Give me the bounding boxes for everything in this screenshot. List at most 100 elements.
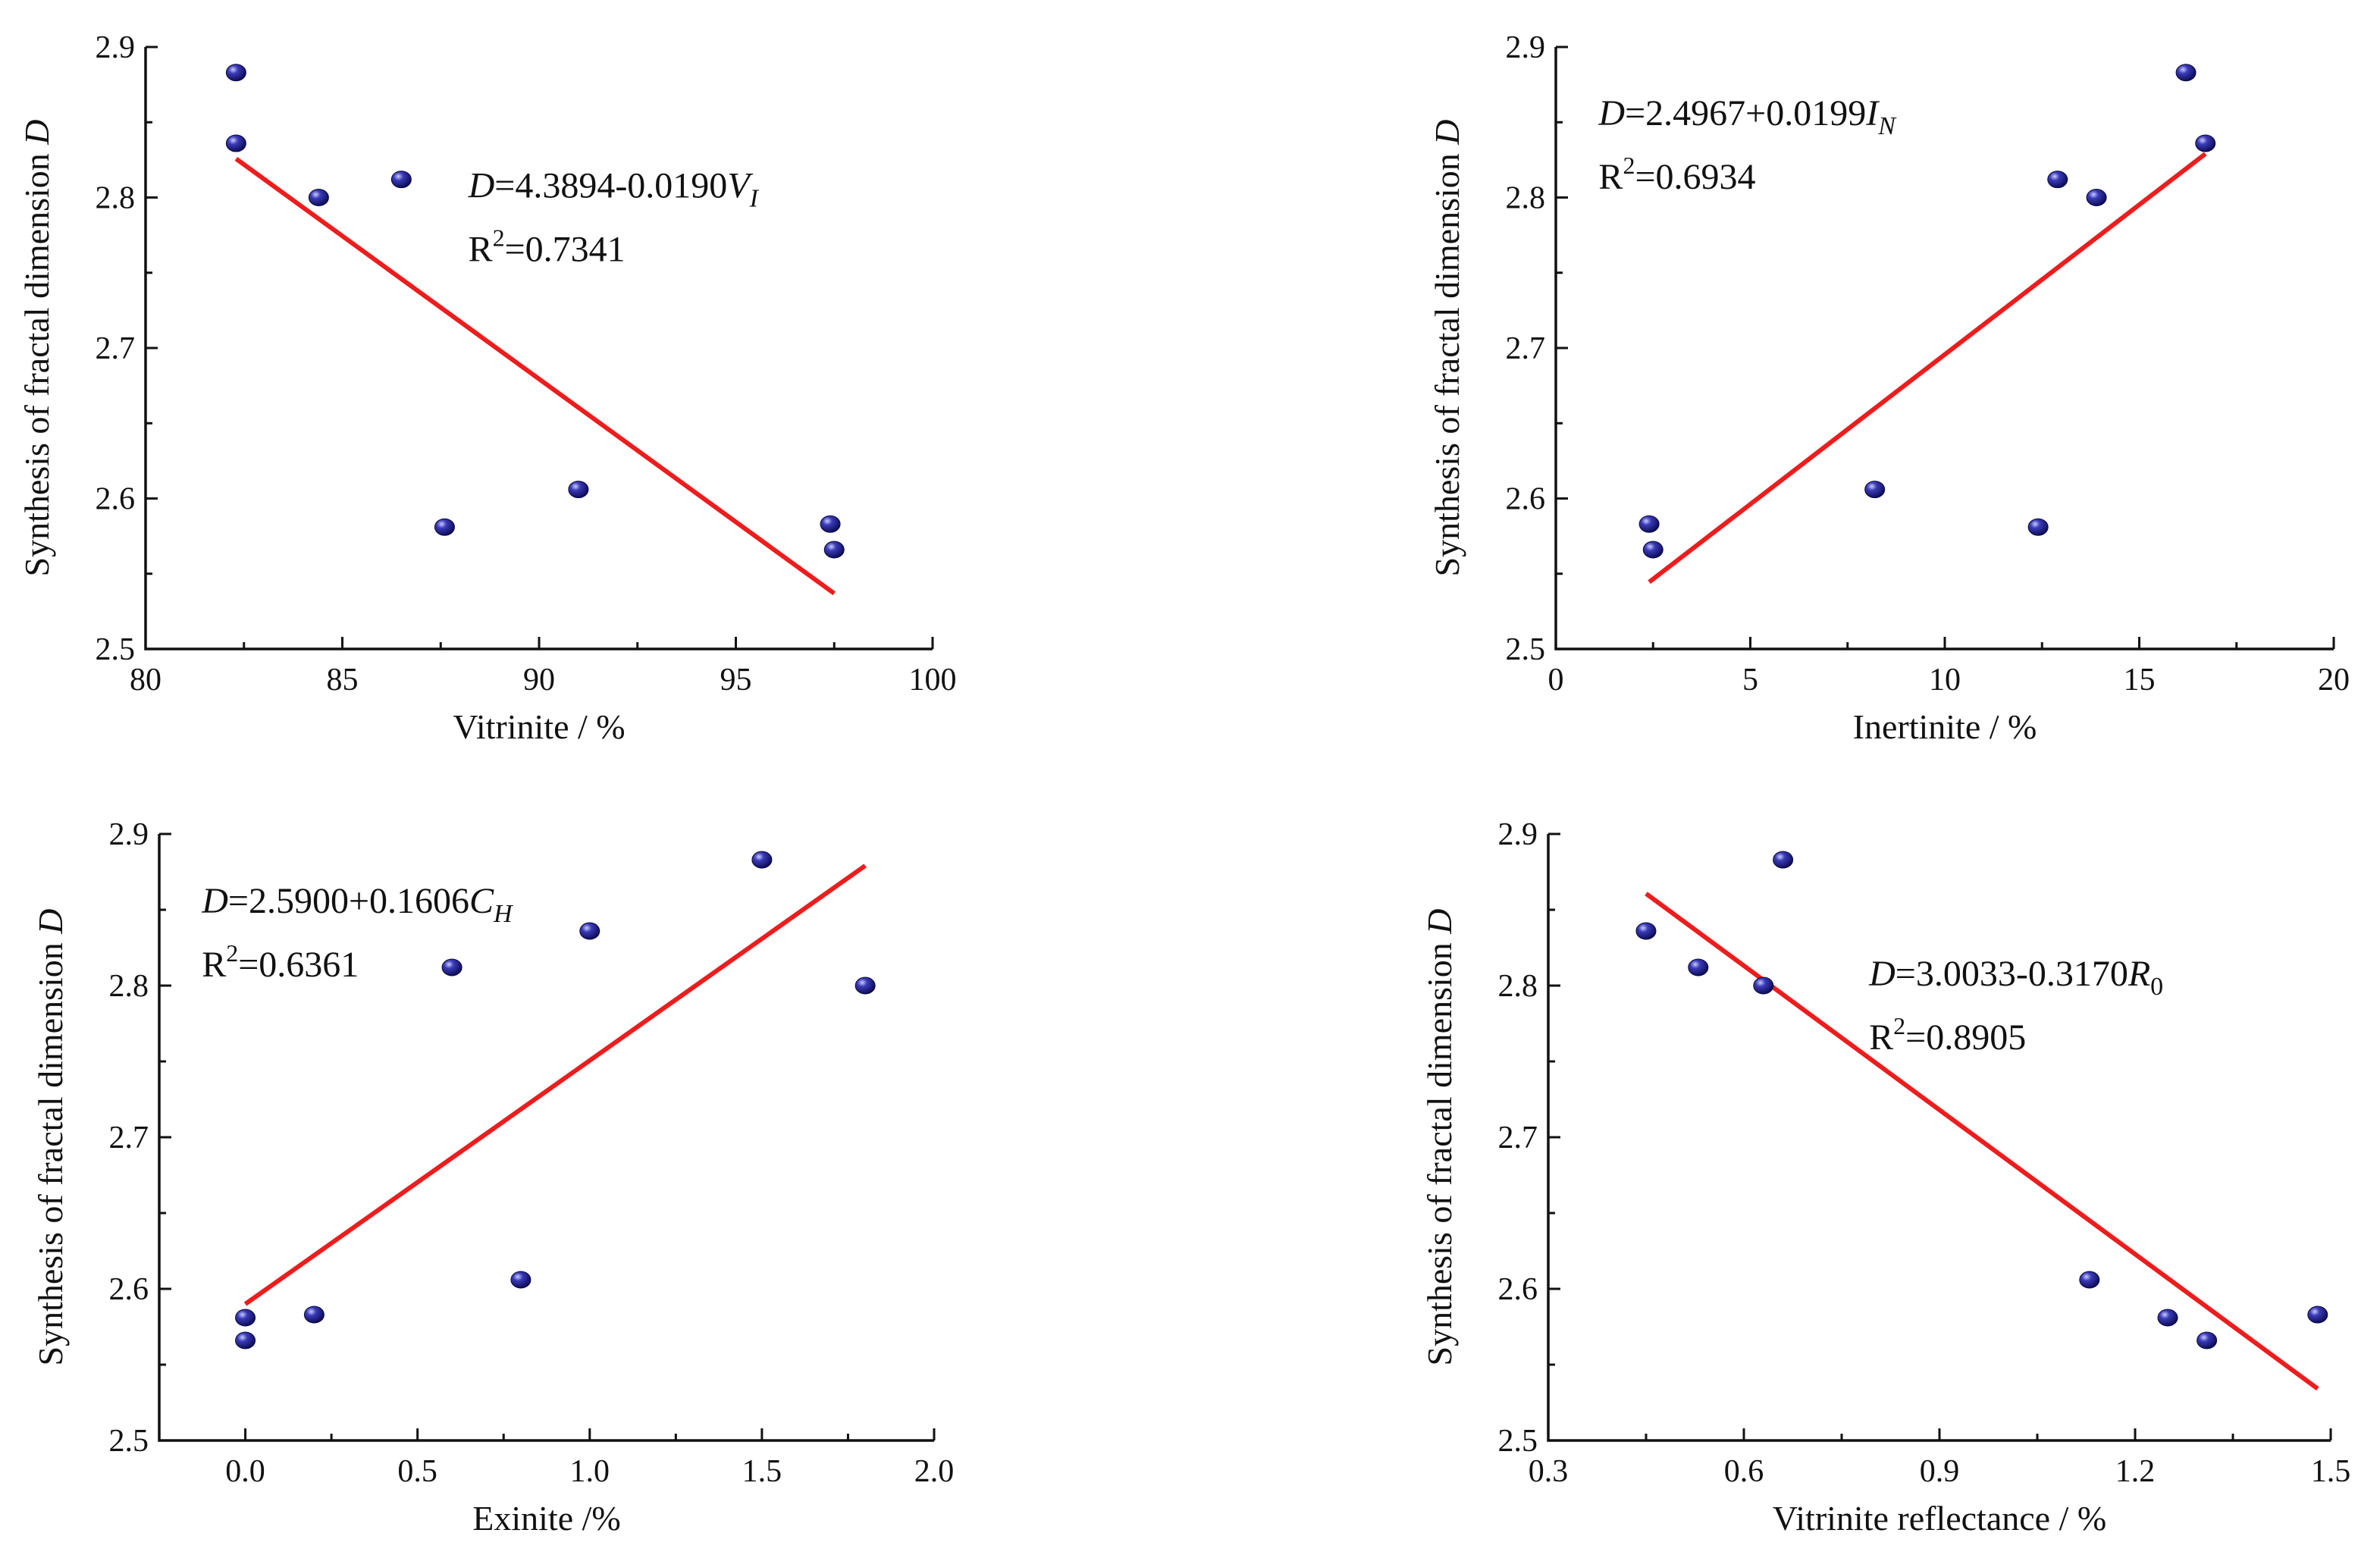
x-tick-label: 1.2 [2115, 1454, 2156, 1489]
data-point [2079, 1271, 2100, 1289]
data-point [820, 515, 841, 533]
data-point [854, 976, 876, 995]
chart-panel-bottom-left: 2.5 2.6 2.7 2.8 2.9 0.0 0.5 1.0 1.5 2.0 Exinite /%… [31, 817, 954, 1538]
x-tick-label: 20 [2318, 663, 2350, 697]
x-tick-label: 1.0 [570, 1454, 610, 1489]
x-tick-label: 0.9 [1920, 1454, 1960, 1489]
y-tick-label: 2.7 [109, 1121, 149, 1155]
y-tick-label: 2.7 [1506, 331, 1546, 366]
y-tick-label: 2.5 [96, 632, 136, 667]
x-axis-label: Vitrinite reflectance / % [1773, 1499, 2106, 1538]
regression-equation: D=2.4967+0.0199IN [1598, 93, 1897, 140]
data-point [2086, 189, 2107, 206]
x-tick-label: 5 [1742, 663, 1758, 697]
data-point [235, 1331, 256, 1350]
data-point [225, 134, 246, 152]
data-point [434, 518, 455, 536]
r-squared-label: R2=0.6934 [1598, 152, 1755, 197]
y-tick-label: 2.5 [109, 1424, 149, 1459]
regression-equation: D=3.0033-0.3170R0 [1868, 954, 2163, 1001]
regression-line [234, 157, 836, 596]
r-squared-label: R2=0.7341 [469, 224, 626, 270]
y-tick-label: 2.9 [1506, 30, 1546, 65]
y-tick-label: 2.9 [109, 817, 149, 852]
y-tick-label: 2.7 [96, 331, 136, 366]
y-tick-label: 2.9 [1498, 817, 1538, 852]
data-point [2157, 1309, 2178, 1327]
y-axis-label: Synthesis of fractal dimension D [1420, 908, 1459, 1365]
regression-equation: D=4.3894-0.0190VI [468, 166, 760, 213]
axis-spines [158, 834, 934, 1442]
y-tick-label: 2.7 [1498, 1121, 1538, 1155]
x-tick-label: 0.3 [1529, 1454, 1569, 1489]
x-tick-label: 15 [2124, 663, 2156, 697]
y-axis-label: Synthesis of fractal dimension D [1428, 119, 1466, 576]
data-point [2175, 64, 2197, 82]
data-point [2307, 1306, 2328, 1324]
data-point [823, 541, 845, 559]
data-point [390, 171, 412, 189]
y-axis-label: Synthesis of fractal dimension D [17, 119, 56, 576]
data-point [308, 189, 329, 206]
data-point [510, 1271, 532, 1289]
chart-panel-top-left: 2.5 2.6 2.7 2.8 2.9 80 85 90 95 100 Vitrinite / % S… [17, 30, 957, 746]
x-tick-label: 0 [1548, 663, 1564, 697]
x-tick-label: 2.0 [914, 1454, 955, 1489]
data-point [235, 1309, 256, 1327]
data-point [2197, 1331, 2218, 1350]
data-point [1688, 958, 1709, 976]
data-point [1642, 541, 1663, 559]
x-tick-label: 85 [327, 663, 359, 697]
r-squared-label: R2=0.8905 [1869, 1012, 2026, 1058]
x-axis-label: Vitrinite / % [453, 707, 625, 746]
data-point [2027, 518, 2049, 536]
y-tick-label: 2.6 [109, 1272, 149, 1307]
data-point [303, 1306, 325, 1324]
y-tick-label: 2.8 [1506, 181, 1546, 216]
x-tick-label: 100 [909, 663, 957, 697]
x-tick-label: 1.5 [2311, 1454, 2351, 1489]
data-point [1635, 922, 1657, 940]
data-point [1864, 481, 1886, 499]
y-tick-label: 2.5 [1498, 1424, 1538, 1459]
x-tick-label: 90 [523, 663, 555, 697]
axis-spines [1547, 834, 2331, 1442]
data-point [568, 481, 589, 499]
data-point [1773, 851, 1794, 869]
regression-line [243, 864, 867, 1306]
data-point [225, 64, 246, 82]
y-tick-label: 2.8 [109, 969, 149, 1004]
y-tick-label: 2.8 [1498, 969, 1538, 1004]
y-tick-label: 2.8 [96, 181, 136, 216]
data-point [751, 851, 773, 869]
x-tick-label: 0.6 [1724, 1454, 1764, 1489]
y-tick-label: 2.6 [1506, 482, 1546, 517]
data-point [441, 958, 463, 976]
y-tick-label: 2.5 [1506, 632, 1546, 667]
data-point [1753, 976, 1774, 995]
x-tick-label: 95 [720, 663, 752, 697]
x-axis-label: Exinite /% [472, 1499, 620, 1538]
x-tick-label: 80 [130, 663, 161, 697]
r-squared-label: R2=0.6361 [202, 939, 359, 985]
x-tick-label: 10 [1929, 663, 1961, 697]
y-tick-label: 2.6 [96, 482, 136, 517]
x-tick-label: 0.0 [225, 1454, 265, 1489]
regression-equation: D=2.5900+0.1606CH [201, 881, 514, 928]
chart-panel-top-right: 2.5 2.6 2.7 2.8 2.9 0 5 10 15 20 Inertinite / % Syn… [1428, 30, 2350, 746]
chart-panel-bottom-right: 2.5 2.6 2.7 2.8 2.9 0.3 0.6 0.9 1.2 1.5 Vitrinite … [1420, 817, 2350, 1538]
axis-spines [144, 47, 933, 650]
y-tick-label: 2.6 [1498, 1272, 1538, 1307]
y-axis-label: Synthesis of fractal dimension D [31, 908, 70, 1365]
x-tick-label: 1.5 [742, 1454, 782, 1489]
data-point [2195, 134, 2216, 152]
data-point [2047, 171, 2068, 189]
data-point [579, 922, 600, 940]
y-tick-label: 2.9 [96, 30, 136, 65]
regression-line [1645, 892, 2319, 1391]
x-axis-label: Inertinite / % [1853, 707, 2037, 746]
axis-spines [1554, 47, 2334, 650]
data-point [1638, 515, 1660, 533]
x-tick-label: 0.5 [397, 1454, 437, 1489]
